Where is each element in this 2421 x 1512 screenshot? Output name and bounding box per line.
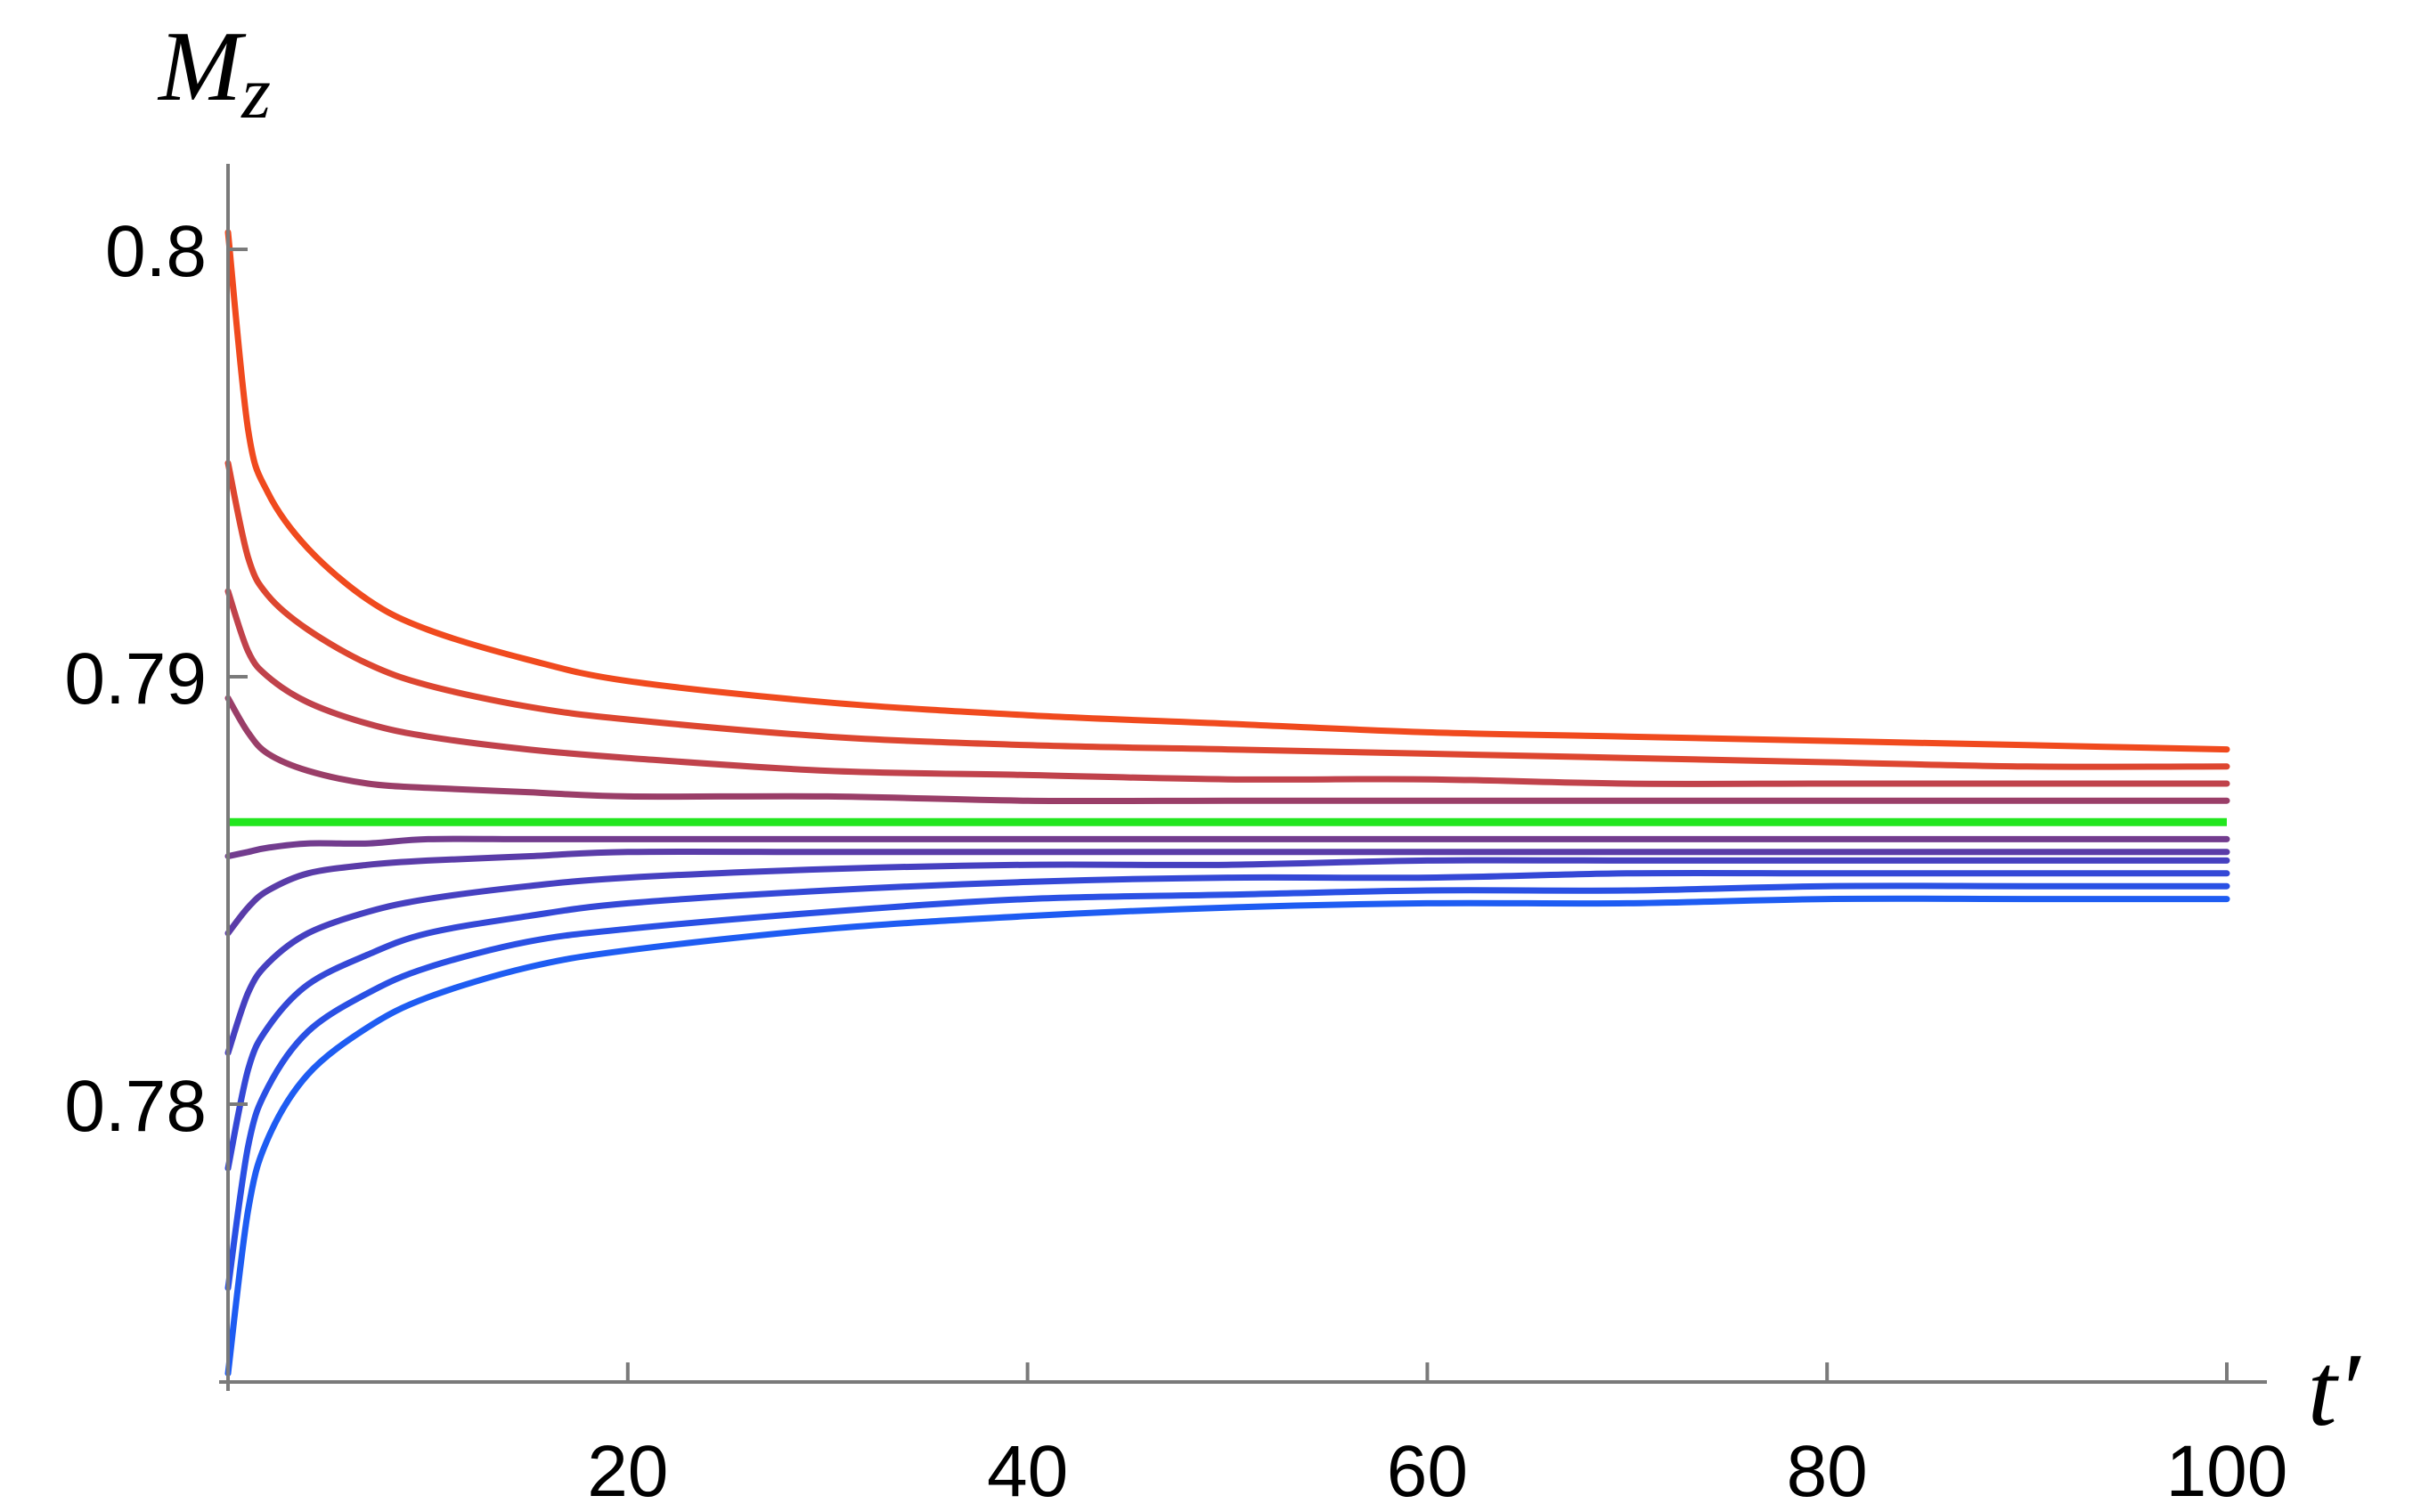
x-tick-label: 40 <box>987 1431 1068 1512</box>
y-axis-title: Mz <box>157 12 271 134</box>
series-line-2 <box>224 459 2230 770</box>
y-axis-title-main: M <box>157 12 247 122</box>
y-tick-label: 0.78 <box>64 1066 207 1147</box>
series-layer <box>224 229 2230 1377</box>
x-tick-label: 80 <box>1787 1431 1868 1512</box>
x-tick-label: 100 <box>2166 1431 2288 1512</box>
y-tick-label: 0.79 <box>64 638 207 719</box>
x-axis-title: t′ <box>2308 1331 2362 1448</box>
x-tick-label: 20 <box>587 1431 668 1512</box>
series-line-5 <box>224 835 2230 860</box>
series-line-8 <box>224 869 2230 1172</box>
y-tick-label: 0.8 <box>105 211 207 292</box>
series-line-3 <box>224 588 2230 787</box>
x-tick-label: 60 <box>1387 1431 1468 1512</box>
series-line-9 <box>224 882 2230 1291</box>
series-line-10 <box>224 895 2230 1377</box>
series-line-7 <box>224 857 2230 1056</box>
y-axis-title-subscript: z <box>240 52 271 134</box>
series-line-1 <box>224 229 2230 753</box>
ticks-layer: 20 40 60 80 100 0.78 0.79 0.8 <box>64 211 2287 1512</box>
series-line-4 <box>224 695 2230 805</box>
series-line-6 <box>224 848 2230 937</box>
